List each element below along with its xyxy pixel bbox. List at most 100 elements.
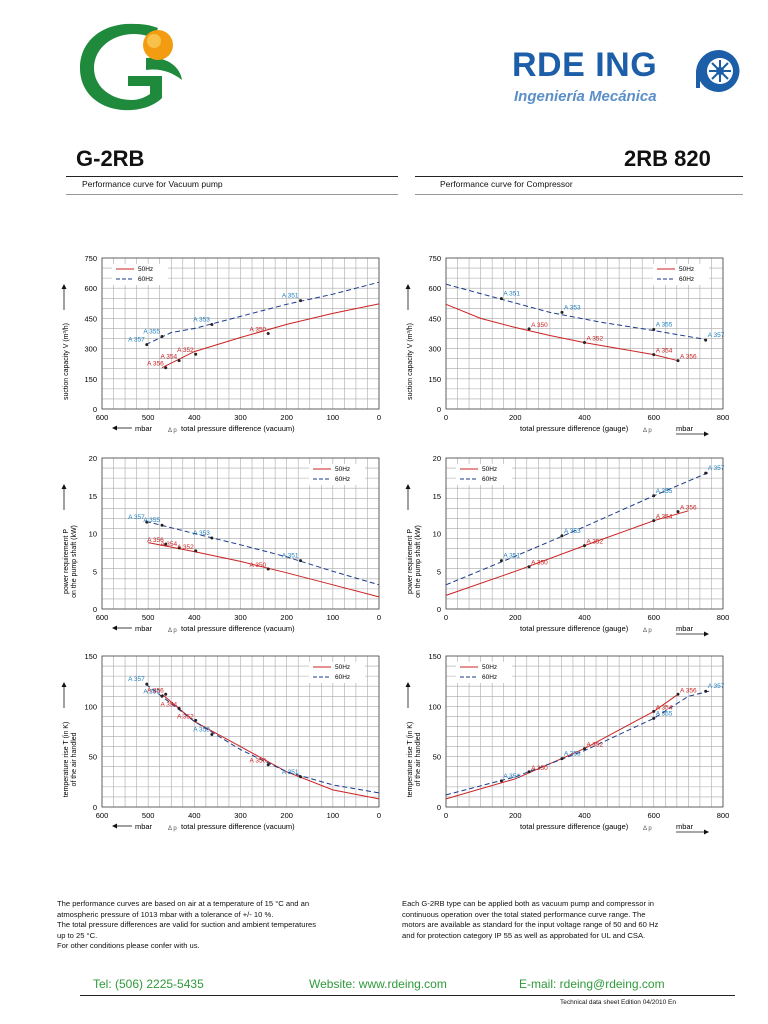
plot-frame	[101, 655, 380, 808]
chart-svg: 0 200 400 600 800 0 50 100 150 total pressure dif…	[405, 652, 730, 835]
x-unit-label: mbar	[135, 424, 153, 433]
series-line-50Hz	[161, 693, 380, 800]
point-label: A 353	[564, 751, 581, 758]
x-delta-label: Δ p	[643, 628, 652, 634]
x-tick-label: 600	[96, 413, 109, 422]
data-point	[652, 716, 656, 720]
x-delta-label: Δ p	[168, 628, 177, 634]
point-label: A 350	[531, 765, 548, 772]
y-tick-label: 0	[93, 405, 97, 414]
x-tick-label: 100	[327, 613, 340, 622]
legend-label: 50Hz	[138, 266, 153, 273]
point-label: A 355	[143, 688, 160, 695]
axis-arrowhead	[112, 425, 117, 431]
legend-label: 60Hz	[335, 674, 350, 681]
data-point	[177, 706, 181, 710]
x-axis-label: total pressure difference (gauge)	[520, 624, 629, 633]
data-point	[177, 359, 181, 363]
x-tick-label: 400	[188, 811, 201, 820]
point-label: A 357	[708, 683, 725, 690]
point-label: A 353	[564, 304, 581, 311]
y-tick-label: 10	[89, 530, 97, 539]
x-tick-label: 400	[188, 413, 201, 422]
series-line-60Hz	[445, 283, 706, 340]
data-point	[160, 335, 164, 339]
x-tick-label: 100	[327, 811, 340, 820]
y-axis-label: on the pump shaft (kW)	[415, 525, 422, 598]
legend-label: 50Hz	[482, 664, 497, 671]
data-point	[499, 297, 503, 301]
axis-arrowhead	[112, 823, 117, 829]
y-tick-label: 750	[428, 254, 441, 263]
x-tick-label: 500	[142, 413, 155, 422]
point-label: A 355	[656, 321, 673, 328]
data-point	[210, 322, 214, 326]
x-tick-label: 200	[280, 613, 293, 622]
chart-compressor-power: 0 200 400 600 800 0 5 10 15 20 total pressure diff…	[384, 445, 734, 645]
data-point	[676, 359, 680, 363]
data-point	[177, 546, 181, 550]
data-point	[164, 366, 168, 370]
data-point	[210, 733, 214, 737]
x-tick-label: 600	[647, 413, 660, 422]
left-sub-rule	[66, 194, 398, 195]
data-point	[527, 565, 531, 569]
data-point	[583, 747, 586, 751]
x-tick-label: 600	[647, 613, 660, 622]
y-tick-label: 150	[428, 375, 441, 384]
y-tick-label: 750	[84, 254, 97, 263]
left-model-title: G-2RB	[76, 146, 145, 171]
data-point	[583, 544, 586, 548]
y-tick-label: 300	[428, 345, 441, 354]
x-tick-label: 0	[444, 613, 448, 622]
axis-arrowhead	[61, 284, 67, 289]
data-point	[194, 718, 198, 722]
data-point	[560, 757, 564, 761]
point-label: A 355	[143, 517, 160, 524]
right-model-title: 2RB 820	[624, 146, 711, 171]
x-tick-label: 600	[647, 811, 660, 820]
point-label: A 351	[503, 773, 520, 780]
x-tick-label: 400	[188, 613, 201, 622]
note-line: The total pressure differences are valid…	[57, 920, 317, 930]
x-delta-label: Δ p	[168, 826, 177, 832]
data-point	[299, 559, 303, 563]
point-label: A 350	[531, 560, 548, 567]
data-point	[266, 567, 270, 571]
x-tick-label: 500	[142, 811, 155, 820]
x-unit-label: mbar	[676, 822, 694, 831]
data-point	[145, 520, 149, 524]
y-tick-label: 150	[84, 375, 97, 384]
point-label: A 353	[193, 316, 210, 323]
x-tick-label: 800	[717, 811, 730, 820]
footer-website[interactable]: Website: www.rdeing.com	[309, 977, 447, 991]
data-point	[527, 770, 531, 774]
y-tick-label: 0	[93, 803, 97, 812]
data-point	[499, 559, 503, 563]
data-point	[145, 682, 149, 686]
point-label: A 355	[656, 488, 673, 495]
y-tick-label: 100	[84, 702, 97, 711]
x-delta-label: Δ p	[643, 826, 652, 832]
note-line: motors are available as standard for the…	[402, 920, 659, 930]
axis-arrowhead	[112, 625, 117, 631]
footer-email[interactable]: E-mail: rdeing@rdeing.com	[519, 977, 665, 991]
point-label: A 356	[147, 361, 164, 368]
x-tick-label: 400	[578, 413, 591, 422]
y-tick-label: 0	[437, 605, 441, 614]
data-point	[194, 549, 198, 553]
y-tick-label: 100	[428, 702, 441, 711]
data-point	[583, 341, 586, 345]
note-line: The performance curves are based on air …	[57, 899, 310, 908]
notes-right: Each G-2RB type can be applied both as v…	[402, 899, 747, 941]
point-label: A 357	[128, 676, 145, 683]
note-line: Each G-2RB type can be applied both as v…	[402, 899, 654, 908]
y-axis-label: suction capacity V (m³/h)	[407, 323, 414, 400]
x-tick-label: 600	[96, 811, 109, 820]
point-label: A 352	[177, 347, 194, 354]
data-point	[145, 343, 149, 347]
y-tick-label: 0	[93, 605, 97, 614]
y-axis-label: of the air handled	[71, 732, 78, 786]
axis-arrowhead	[704, 631, 709, 637]
series-line-60Hz	[145, 683, 380, 794]
